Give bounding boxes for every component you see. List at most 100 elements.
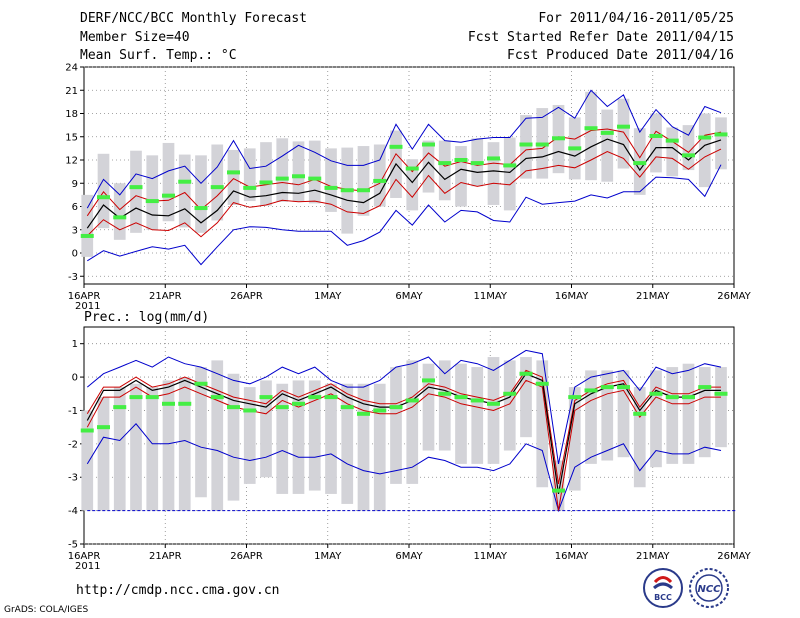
observed-marker bbox=[324, 185, 338, 190]
observed-marker bbox=[259, 395, 273, 400]
observed-marker bbox=[584, 388, 598, 393]
observed-marker bbox=[389, 405, 403, 410]
observed-marker bbox=[210, 395, 224, 400]
bcc-logo: BCC bbox=[643, 568, 683, 608]
x-year-label: 2011 bbox=[75, 561, 100, 572]
ncc-logo-text: NCC bbox=[697, 584, 721, 595]
source-url[interactable]: http://cmdp.ncc.cma.gov.cn bbox=[76, 583, 280, 598]
spread-box bbox=[97, 153, 110, 229]
observed-marker bbox=[340, 188, 354, 193]
spread-box bbox=[585, 370, 597, 464]
spread-box bbox=[536, 360, 549, 488]
observed-marker bbox=[633, 411, 647, 416]
precip-panel-title: Prec.: log(mm/d) bbox=[84, 310, 210, 325]
spread-box bbox=[292, 141, 305, 202]
observed-marker bbox=[80, 428, 94, 433]
spread-box bbox=[373, 383, 386, 511]
x-tick-label: 6MAY bbox=[395, 291, 423, 302]
spread-box bbox=[666, 127, 679, 177]
y-tick-label: 3 bbox=[72, 225, 78, 236]
ncc-logo: NCC bbox=[689, 568, 729, 608]
observed-marker bbox=[97, 195, 110, 200]
spread-box bbox=[146, 387, 159, 511]
spread-box bbox=[162, 380, 175, 511]
spread-box bbox=[260, 380, 272, 478]
x-tick-label: 16MAY bbox=[555, 551, 589, 562]
spread-box bbox=[211, 144, 224, 221]
observed-marker bbox=[470, 161, 484, 166]
y-tick-label: 21 bbox=[65, 86, 78, 97]
observed-marker bbox=[422, 378, 435, 383]
y-tick-label: 15 bbox=[65, 132, 78, 143]
observed-marker bbox=[470, 398, 484, 403]
spread-box bbox=[325, 148, 337, 212]
observed-marker bbox=[308, 176, 322, 181]
observed-marker bbox=[194, 381, 208, 386]
observed-marker bbox=[535, 381, 549, 386]
chart-title: DERF/NCC/BCC Monthly Forecast bbox=[80, 11, 307, 26]
spread-box bbox=[633, 387, 646, 488]
observed-marker bbox=[568, 146, 582, 151]
spread-box bbox=[455, 146, 467, 207]
observed-marker bbox=[649, 391, 663, 396]
observed-marker bbox=[535, 142, 549, 147]
spread-box bbox=[357, 146, 370, 216]
observed-marker bbox=[698, 385, 712, 390]
variable-label: Mean Surf. Temp.: °C bbox=[80, 48, 237, 63]
observed-marker bbox=[487, 401, 500, 406]
y-tick-label: -5 bbox=[68, 540, 78, 551]
spread-box bbox=[341, 383, 354, 504]
observed-marker bbox=[259, 180, 273, 185]
observed-marker bbox=[665, 138, 679, 143]
spread-box bbox=[406, 159, 419, 211]
x-tick-label: 11MAY bbox=[473, 291, 507, 302]
observed-marker bbox=[178, 179, 192, 184]
spread-box bbox=[97, 397, 110, 511]
spread-box bbox=[520, 357, 532, 438]
observed-marker bbox=[552, 136, 565, 141]
lower-sd-line bbox=[86, 379, 721, 511]
observed-marker bbox=[422, 142, 435, 147]
observed-marker bbox=[275, 405, 289, 410]
spread-box bbox=[130, 150, 142, 233]
observed-marker bbox=[454, 158, 468, 162]
spread-box bbox=[568, 387, 581, 491]
observed-marker bbox=[113, 405, 127, 410]
grads-credit: GrADS: COLA/IGES bbox=[4, 605, 89, 615]
max-line bbox=[86, 349, 722, 465]
observed-marker bbox=[714, 391, 728, 396]
x-tick-label: 16MAY bbox=[555, 291, 589, 302]
spread-box bbox=[308, 380, 321, 491]
observed-marker bbox=[357, 188, 370, 193]
observed-marker bbox=[145, 395, 159, 400]
spread-box bbox=[260, 142, 272, 206]
observed-marker bbox=[389, 144, 403, 149]
upper-sd-line bbox=[86, 128, 722, 217]
observed-marker bbox=[405, 398, 419, 403]
observed-marker bbox=[340, 405, 354, 410]
spread-box bbox=[243, 387, 256, 484]
spread-box bbox=[243, 148, 256, 202]
spread-box bbox=[357, 383, 370, 511]
spread-box bbox=[81, 410, 94, 511]
observed-marker bbox=[682, 153, 695, 158]
spread-box bbox=[178, 377, 191, 511]
y-tick-label: -3 bbox=[68, 473, 78, 484]
x-tick-label: 21APR bbox=[149, 291, 182, 302]
observed-marker bbox=[145, 199, 159, 204]
spread-box bbox=[178, 154, 191, 228]
observed-marker bbox=[438, 391, 452, 396]
spread-box bbox=[601, 109, 614, 182]
x-tick-label: 1MAY bbox=[314, 551, 342, 562]
observed-marker bbox=[665, 395, 679, 400]
observed-marker bbox=[324, 395, 338, 400]
y-tick-label: 0 bbox=[72, 249, 78, 260]
member-size: Member Size=40 bbox=[80, 30, 190, 45]
spread-box bbox=[195, 155, 207, 233]
spread-box bbox=[146, 155, 159, 230]
observed-marker bbox=[357, 411, 370, 416]
x-tick-label: 6MAY bbox=[395, 551, 423, 562]
spread-box bbox=[276, 383, 289, 494]
